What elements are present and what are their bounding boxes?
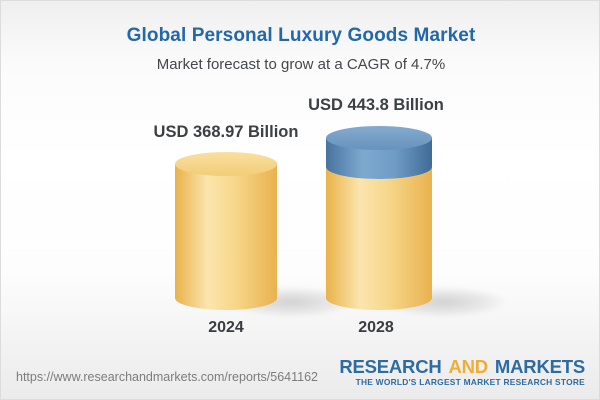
bar-cylinder-2024 (175, 152, 277, 310)
report-url: https://www.researchandmarkets.com/repor… (16, 370, 318, 384)
page-title: Global Personal Luxury Goods Market (126, 25, 476, 46)
logo-word-and: AND (448, 356, 488, 377)
research-and-markets-logo: RESEARCH AND MARKETS THE WORLD'S LARGEST… (339, 357, 585, 387)
value-label-2028: USD 443.8 Billion (308, 96, 444, 114)
bar-cylinder-2028 (326, 126, 432, 310)
category-label-2024: 2024 (208, 319, 244, 336)
logo-wordmark: RESEARCH AND MARKETS (339, 357, 585, 376)
value-label-2024: USD 368.97 Billion (153, 123, 299, 141)
logo-word-markets: MARKETS (494, 356, 585, 377)
category-label-2028: 2028 (358, 319, 394, 336)
page-subtitle: Market forecast to grow at a CAGR of 4.7… (156, 56, 446, 73)
logo-tagline: THE WORLD'S LARGEST MARKET RESEARCH STOR… (355, 377, 585, 388)
logo-word-research: RESEARCH (339, 356, 442, 377)
